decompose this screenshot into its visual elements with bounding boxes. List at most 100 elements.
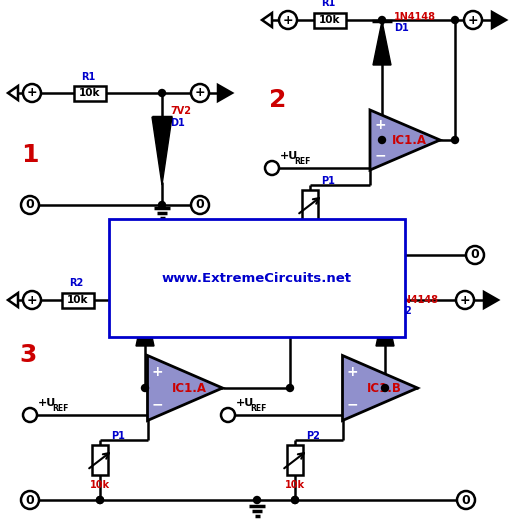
Text: REF: REF [52, 404, 68, 413]
Text: +: + [374, 118, 386, 132]
Circle shape [451, 16, 458, 24]
Text: 0: 0 [471, 249, 480, 261]
Text: +: + [468, 14, 479, 26]
Circle shape [306, 251, 314, 259]
Bar [62, 293, 94, 307]
Circle shape [97, 496, 103, 504]
Text: R1: R1 [81, 71, 95, 81]
Circle shape [97, 496, 103, 504]
Text: 0: 0 [196, 199, 205, 212]
Text: P2: P2 [306, 431, 320, 441]
Text: 10k: 10k [319, 15, 341, 25]
Circle shape [141, 384, 149, 391]
Circle shape [23, 84, 41, 102]
Text: −: − [152, 397, 163, 411]
Text: −: − [346, 397, 358, 411]
Text: 10k: 10k [300, 225, 320, 235]
Bar [302, 190, 318, 220]
Polygon shape [492, 12, 506, 28]
Bar [314, 13, 346, 27]
Circle shape [253, 496, 261, 504]
Text: 10k: 10k [79, 88, 101, 98]
Circle shape [23, 408, 37, 422]
Polygon shape [370, 110, 440, 170]
Circle shape [464, 11, 482, 29]
Text: +: + [283, 14, 293, 26]
Text: 0: 0 [26, 199, 34, 212]
Circle shape [286, 384, 293, 391]
Text: 7V2: 7V2 [170, 106, 191, 116]
Text: −: − [374, 148, 386, 162]
Polygon shape [218, 85, 232, 101]
Circle shape [381, 251, 389, 259]
Circle shape [275, 246, 293, 264]
Text: 2: 2 [269, 88, 287, 112]
Circle shape [456, 291, 474, 309]
Text: +: + [346, 365, 358, 379]
Text: 3: 3 [20, 343, 36, 367]
Text: +U: +U [38, 398, 56, 408]
Text: +: + [195, 87, 205, 99]
Text: 0: 0 [462, 494, 470, 506]
Text: D1: D1 [394, 23, 409, 33]
Text: D1: D1 [170, 118, 185, 128]
Circle shape [451, 137, 458, 144]
Circle shape [381, 297, 389, 304]
Text: +: + [27, 294, 38, 306]
Text: +U: +U [236, 398, 254, 408]
Polygon shape [148, 355, 223, 420]
Polygon shape [136, 304, 154, 346]
Text: 10k: 10k [285, 480, 305, 490]
Polygon shape [376, 304, 394, 346]
Text: 10k: 10k [67, 295, 89, 305]
Polygon shape [262, 13, 272, 27]
Text: 0: 0 [280, 249, 288, 261]
Text: IC1.A: IC1.A [392, 134, 427, 146]
Circle shape [265, 161, 279, 175]
Circle shape [291, 496, 299, 504]
Bar [92, 445, 108, 475]
Text: D1: D1 [157, 306, 172, 316]
Text: P1: P1 [111, 431, 125, 441]
Circle shape [191, 84, 209, 102]
Text: IC1.B: IC1.B [366, 382, 401, 394]
Circle shape [291, 496, 299, 504]
Polygon shape [8, 86, 18, 100]
Text: +: + [152, 365, 163, 379]
Text: +: + [460, 294, 470, 306]
Circle shape [378, 137, 386, 144]
Circle shape [466, 246, 484, 264]
Circle shape [286, 297, 293, 304]
Text: REF: REF [294, 157, 310, 166]
Bar [74, 86, 106, 100]
Circle shape [158, 202, 166, 209]
Text: R2: R2 [69, 278, 83, 288]
Circle shape [457, 491, 475, 509]
Polygon shape [484, 292, 498, 308]
Text: REF: REF [250, 404, 266, 413]
Circle shape [141, 297, 149, 304]
Polygon shape [373, 21, 391, 65]
Circle shape [381, 384, 389, 391]
Circle shape [21, 196, 39, 214]
Circle shape [158, 90, 166, 97]
Circle shape [221, 408, 235, 422]
Text: 1: 1 [21, 143, 39, 167]
Bar [287, 445, 303, 475]
Text: www.ExtremeCircuits.net: www.ExtremeCircuits.net [162, 271, 352, 285]
Text: 1N4148: 1N4148 [394, 12, 436, 22]
Text: 1N4148: 1N4148 [397, 295, 439, 305]
Polygon shape [152, 117, 172, 185]
Circle shape [21, 491, 39, 509]
Circle shape [279, 11, 297, 29]
Text: D2: D2 [397, 306, 412, 316]
Text: 10k: 10k [90, 480, 110, 490]
Text: IC1.A: IC1.A [172, 382, 207, 394]
Text: 1N4148: 1N4148 [157, 295, 199, 305]
Text: P1: P1 [321, 176, 335, 186]
Circle shape [191, 196, 209, 214]
Text: +: + [27, 87, 38, 99]
Text: +U: +U [280, 151, 298, 161]
Polygon shape [342, 355, 417, 420]
Polygon shape [8, 293, 18, 307]
